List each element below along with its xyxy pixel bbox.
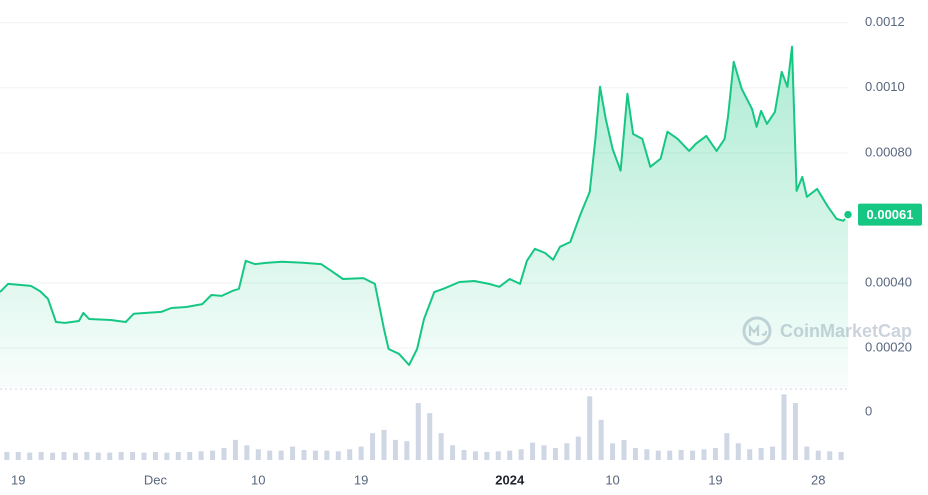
volume-bar bbox=[758, 447, 764, 460]
volume-bar bbox=[484, 451, 490, 460]
y-tick-label: 0.00080 bbox=[865, 144, 912, 159]
volume-bar bbox=[712, 447, 718, 460]
volume-bar bbox=[38, 451, 44, 460]
volume-bar bbox=[301, 449, 307, 460]
volume-bar bbox=[381, 429, 387, 460]
volume-bar bbox=[404, 441, 410, 460]
y-tick-label: 0.00040 bbox=[865, 274, 912, 289]
volume-bar bbox=[175, 451, 181, 460]
x-tick-label: 28 bbox=[811, 472, 825, 487]
volume-bar bbox=[701, 449, 707, 460]
volume-bar bbox=[438, 433, 444, 460]
x-tick-label: 19 bbox=[708, 472, 722, 487]
x-tick-label: 2024 bbox=[495, 472, 525, 487]
volume-bar bbox=[27, 452, 33, 460]
volume-bar bbox=[370, 433, 376, 460]
volume-bar bbox=[187, 451, 193, 460]
volume-bar bbox=[552, 447, 558, 460]
volume-bar bbox=[392, 439, 398, 460]
y-tick-label: 0.0010 bbox=[865, 79, 905, 94]
volume-bar bbox=[644, 449, 650, 460]
volume-bar bbox=[335, 451, 341, 460]
volume-bar bbox=[541, 445, 547, 460]
volume-bar bbox=[781, 394, 787, 460]
volume-bar bbox=[267, 450, 273, 460]
volume-bar bbox=[198, 451, 204, 460]
volume-bar bbox=[50, 452, 56, 460]
last-point bbox=[842, 209, 854, 220]
volume-bar bbox=[598, 419, 604, 460]
volume-bar bbox=[610, 443, 616, 460]
volume-bar bbox=[107, 452, 113, 460]
volume-bar bbox=[735, 443, 741, 460]
volume-bar bbox=[244, 445, 250, 460]
volume-bar bbox=[587, 396, 593, 460]
volume-bar bbox=[804, 446, 810, 460]
volume-bar bbox=[827, 451, 833, 460]
volume-bar bbox=[347, 449, 353, 460]
volume-bar bbox=[221, 447, 227, 460]
x-tick-label: 10 bbox=[251, 472, 265, 487]
volume-bar bbox=[461, 449, 467, 460]
current-price-badge bbox=[858, 203, 922, 226]
volume-bar bbox=[507, 450, 513, 460]
volume-bar bbox=[130, 451, 136, 460]
volume-bar bbox=[232, 439, 238, 460]
volume-bar bbox=[84, 451, 90, 460]
volume-bar bbox=[164, 452, 170, 460]
volume-bar bbox=[118, 451, 124, 460]
volume-bar bbox=[152, 451, 158, 460]
volume-bar bbox=[4, 451, 10, 460]
x-tick-label: 19 bbox=[354, 472, 368, 487]
volume-bar bbox=[255, 449, 261, 460]
price-area bbox=[0, 46, 848, 388]
volume-bar bbox=[678, 449, 684, 460]
volume-bar bbox=[621, 439, 627, 460]
volume-bar bbox=[530, 442, 536, 460]
volume-bar bbox=[141, 452, 147, 460]
volume-bar bbox=[450, 445, 456, 460]
volume-bar bbox=[518, 449, 524, 460]
volume-bar bbox=[747, 449, 753, 460]
y-tick-label: 0.0012 bbox=[865, 14, 905, 29]
volume-bar bbox=[278, 450, 284, 460]
volume-bar bbox=[724, 433, 730, 460]
volume-bar bbox=[72, 452, 78, 460]
volume-bar bbox=[655, 450, 661, 460]
volume-bar bbox=[495, 451, 501, 460]
volume-bar bbox=[427, 413, 433, 460]
y-tick-label: 0.00020 bbox=[865, 339, 912, 354]
x-tick-label: 10 bbox=[605, 472, 619, 487]
volume-bar bbox=[415, 403, 421, 460]
volume-bar bbox=[290, 446, 296, 460]
volume-bar bbox=[792, 403, 798, 460]
volume-bar bbox=[324, 450, 330, 460]
current-price-label: 0.00061 bbox=[867, 207, 914, 222]
volume-bar bbox=[15, 451, 21, 460]
volume-bar bbox=[472, 451, 478, 460]
volume-axis-label: 0 bbox=[865, 403, 872, 418]
volume-bar bbox=[95, 452, 101, 460]
price-line bbox=[0, 45, 849, 366]
x-tick-label: 19 bbox=[11, 472, 25, 487]
volume-bar bbox=[815, 450, 821, 460]
volume-bar bbox=[312, 450, 318, 460]
volume-bar bbox=[667, 450, 673, 460]
volume-bar bbox=[358, 446, 364, 460]
volume-bar bbox=[61, 451, 67, 460]
volume-bar bbox=[564, 443, 570, 460]
volume-bar bbox=[690, 450, 696, 460]
x-tick-label: Dec bbox=[144, 472, 168, 487]
volume-bar bbox=[210, 450, 216, 460]
volume-bar bbox=[575, 436, 581, 460]
volume-bar bbox=[632, 447, 638, 460]
volume-bar bbox=[770, 446, 776, 460]
volume-bar bbox=[838, 451, 844, 460]
